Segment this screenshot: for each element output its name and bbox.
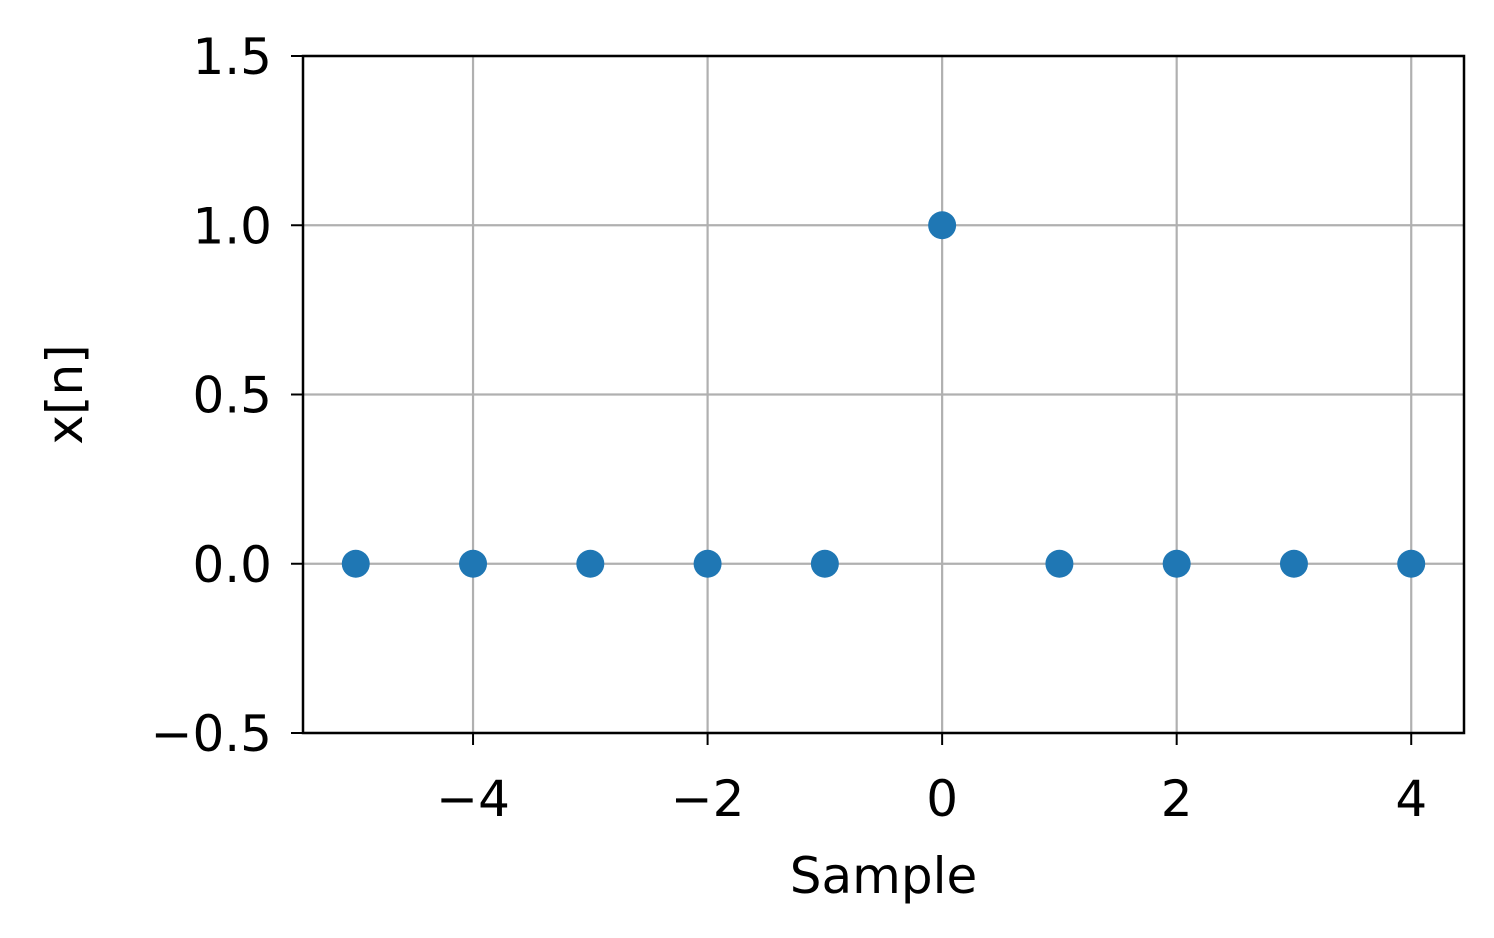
- data-point: [1162, 549, 1191, 578]
- y-tick-label: −0.5: [151, 705, 272, 763]
- data-point: [810, 549, 839, 578]
- data-point: [1045, 549, 1074, 578]
- y-tick-label: 0.5: [192, 367, 272, 425]
- x-tick-label: 4: [1395, 770, 1427, 828]
- y-axis-label: x[n]: [36, 344, 94, 444]
- x-tick-label: −4: [436, 770, 510, 828]
- y-tick-label: 1.0: [192, 197, 272, 255]
- x-axis-label: Sample: [790, 847, 977, 905]
- x-tick-label: 2: [1161, 770, 1193, 828]
- data-markers: [341, 211, 1426, 578]
- data-point: [576, 549, 605, 578]
- data-point: [459, 549, 488, 578]
- x-tick-label: 0: [926, 770, 958, 828]
- y-tick-label: 0.0: [192, 536, 272, 594]
- data-point: [1397, 549, 1426, 578]
- data-point: [928, 211, 957, 240]
- y-tick-label: 1.5: [192, 28, 272, 86]
- data-point: [341, 549, 370, 578]
- data-point: [1279, 549, 1308, 578]
- x-tick-label: −2: [671, 770, 745, 828]
- axis-ticks: −4 −2 0 2 4 −0.5 0.0 0.5 1.0 1.5: [151, 28, 1428, 828]
- data-point: [693, 549, 722, 578]
